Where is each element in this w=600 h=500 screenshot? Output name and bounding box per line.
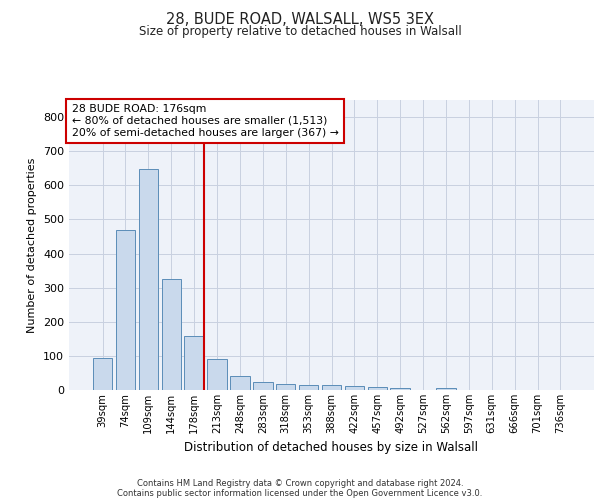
Bar <box>230 376 250 390</box>
Text: Contains HM Land Registry data © Crown copyright and database right 2024.: Contains HM Land Registry data © Crown c… <box>137 478 463 488</box>
Bar <box>139 169 158 390</box>
Bar <box>161 279 181 390</box>
Bar <box>391 388 410 390</box>
Text: Size of property relative to detached houses in Walsall: Size of property relative to detached ho… <box>139 25 461 38</box>
X-axis label: Distribution of detached houses by size in Walsall: Distribution of detached houses by size … <box>185 442 479 454</box>
Y-axis label: Number of detached properties: Number of detached properties <box>28 158 37 332</box>
Bar <box>436 388 455 390</box>
Bar <box>344 386 364 390</box>
Text: 28, BUDE ROAD, WALSALL, WS5 3EX: 28, BUDE ROAD, WALSALL, WS5 3EX <box>166 12 434 28</box>
Text: 28 BUDE ROAD: 176sqm
← 80% of detached houses are smaller (1,513)
20% of semi-de: 28 BUDE ROAD: 176sqm ← 80% of detached h… <box>71 104 338 138</box>
Bar <box>208 358 227 390</box>
Bar <box>276 384 295 390</box>
Bar <box>253 382 272 390</box>
Bar <box>116 230 135 390</box>
Text: Contains public sector information licensed under the Open Government Licence v3: Contains public sector information licen… <box>118 488 482 498</box>
Bar <box>93 358 112 390</box>
Bar <box>299 385 319 390</box>
Bar <box>368 388 387 390</box>
Bar <box>322 385 341 390</box>
Bar <box>184 336 204 390</box>
